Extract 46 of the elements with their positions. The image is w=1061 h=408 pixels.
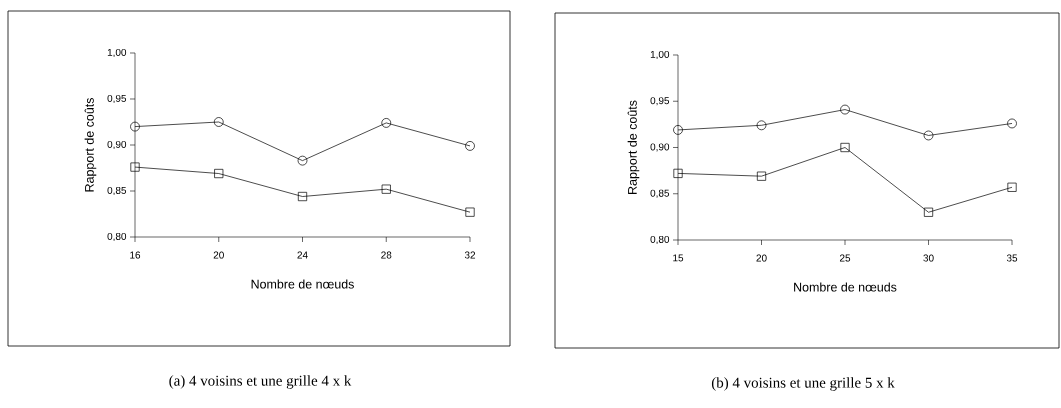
- y-tick-label: 0,90: [650, 143, 670, 152]
- y-tick-label: 1,00: [650, 50, 670, 60]
- point: [465, 207, 475, 217]
- point: [213, 117, 224, 127]
- x-tick-label: 20: [213, 251, 224, 259]
- x-axis-title: Nombre de nœuds: [251, 279, 354, 289]
- point: [923, 207, 934, 217]
- point: [465, 141, 475, 151]
- y-tick-label: 0,95: [650, 97, 670, 106]
- y-tick-label: 0,95: [107, 94, 127, 104]
- x-axis-title: Nombre de nœuds: [794, 282, 897, 292]
- y-tick-label: 0,85: [650, 189, 670, 198]
- x-tick-label: 16: [130, 251, 141, 259]
- point: [297, 155, 308, 166]
- point: [756, 120, 767, 131]
- point: [1007, 182, 1017, 192]
- y-tick-label: 0,85: [107, 186, 127, 196]
- point: [840, 104, 850, 115]
- point: [130, 121, 140, 132]
- x-tick-label: 15: [673, 254, 684, 262]
- point: [923, 130, 934, 141]
- y-axis-title: Rapport de coûts: [627, 100, 640, 194]
- x-tick-label: 24: [297, 251, 308, 259]
- point: [1007, 118, 1017, 129]
- y-tick-label: 0,90: [107, 140, 127, 150]
- y-axis-title: Rapport de coûts: [84, 98, 97, 192]
- point: [130, 162, 140, 172]
- y-tick-label: 0,80: [650, 235, 670, 245]
- point: [297, 191, 308, 202]
- point: [756, 171, 767, 181]
- text: (b) 4 voisins et une grille 5 x k: [711, 377, 895, 391]
- point: [673, 168, 683, 178]
- x-tick-label: 28: [381, 251, 392, 259]
- y-tick-label: 0,80: [107, 232, 127, 242]
- point: [214, 168, 224, 179]
- point: [381, 184, 391, 194]
- y-tick-label: 1,00: [107, 48, 127, 58]
- x-tick-label: 35: [1006, 254, 1018, 262]
- point: [673, 125, 683, 135]
- point: [381, 118, 392, 128]
- x-tick-label: 25: [839, 254, 851, 262]
- point: [840, 142, 850, 153]
- x-tick-label: 20: [756, 254, 767, 262]
- x-tick-label: 30: [923, 254, 934, 262]
- x-tick-label: 32: [464, 251, 476, 259]
- text: (a) 4 voisins et une grille 4 x k: [169, 375, 352, 389]
